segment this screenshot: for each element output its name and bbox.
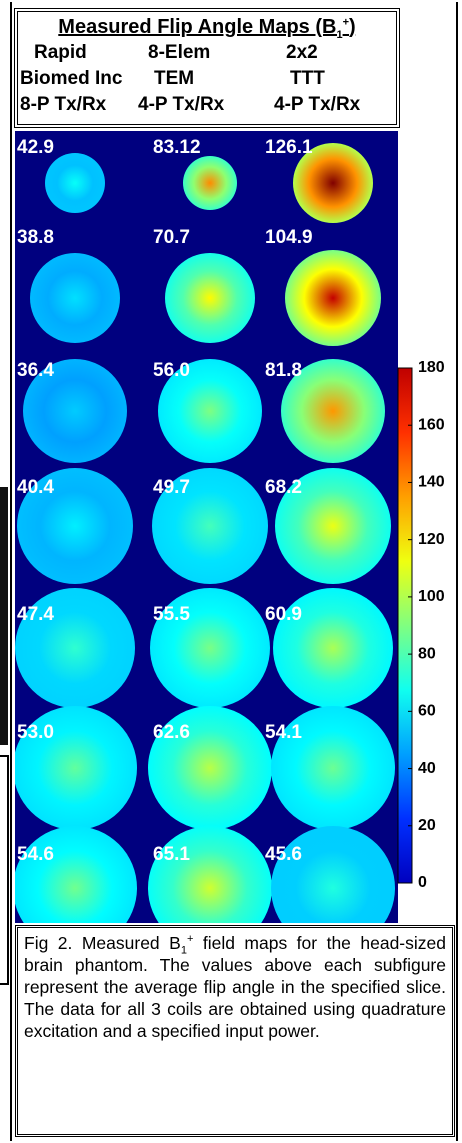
map-value: 65.1 [153, 844, 190, 865]
colorbar-tick-label: 0 [418, 874, 427, 891]
colorbar-tick-label: 140 [418, 474, 445, 491]
colorbar [398, 368, 412, 883]
phantom-map [165, 253, 255, 343]
map-value: 42.9 [17, 137, 54, 158]
caption: Fig 2. Measured B1+ field maps for the h… [15, 925, 455, 1137]
map-value: 54.6 [17, 844, 54, 865]
map-value: 40.4 [17, 477, 54, 498]
header-cell: 4-P Tx/Rx [274, 94, 360, 116]
header-cell: TEM [154, 68, 194, 90]
colorbar-tick-label: 160 [418, 416, 445, 433]
colorbar-tick-label: 60 [418, 703, 436, 720]
header-cell: Biomed Inc [20, 68, 122, 90]
page: {"header": {"title": ["Measured Flip Ang… [0, 0, 462, 1143]
figure: 42.9 83.12 126.1 38.8 70.7 104.9 36.4 56.0 81.8 4… [15, 131, 455, 923]
title-text: Measured Flip Angle Maps (B [58, 16, 336, 38]
map-value: 47.4 [17, 604, 54, 625]
title-text: ) [349, 16, 356, 38]
phantom-map [45, 153, 105, 213]
header-cell: 4-P Tx/Rx [138, 94, 224, 116]
phantom-map [285, 250, 381, 346]
header-row: 8-P Tx/Rx 4-P Tx/Rx 4-P Tx/Rx [18, 94, 396, 118]
header-cell: 8-Elem [148, 42, 210, 64]
header-row: Rapid 8-Elem 2x2 [18, 42, 396, 66]
header-box: Measured Flip Angle Maps (B1+) Rapid 8-El… [14, 8, 400, 128]
map-value: 38.8 [17, 227, 54, 248]
map-value: 55.5 [153, 604, 190, 625]
left-fragment [0, 487, 8, 745]
map-value: 53.0 [17, 722, 54, 743]
colorbar-tick-label: 120 [418, 531, 445, 548]
map-value: 126.1 [265, 137, 313, 158]
colorbar-tick-label: 100 [418, 588, 445, 605]
map-value: 81.8 [265, 360, 302, 381]
colorbar-tick-label: 80 [418, 645, 436, 662]
header-row: Biomed Inc TEM TTT [18, 68, 396, 92]
phantom-map [30, 253, 120, 343]
map-value: 60.9 [265, 604, 302, 625]
header-cell: 2x2 [286, 42, 318, 64]
header-cell: 8-P Tx/Rx [20, 94, 106, 116]
header-title: Measured Flip Angle Maps (B1+) [18, 16, 396, 39]
map-value: 56.0 [153, 360, 190, 381]
title-sub: 1 [336, 29, 342, 41]
colorbar-tick-label: 180 [418, 359, 445, 376]
map-value: 83.12 [153, 137, 201, 158]
map-value: 49.7 [153, 477, 190, 498]
left-fragment-box [0, 755, 9, 985]
phantom-map [183, 156, 237, 210]
header-cell: Rapid [34, 42, 87, 64]
map-value: 54.1 [265, 722, 302, 743]
map-value: 70.7 [153, 227, 190, 248]
colorbar-tick-label: 40 [418, 760, 436, 777]
map-value: 104.9 [265, 227, 313, 248]
header-cell: TTT [290, 68, 325, 90]
map-value: 62.6 [153, 722, 190, 743]
map-value: 45.6 [265, 844, 302, 865]
map-value: 36.4 [17, 360, 54, 381]
caption-text: Fig 2. Measured B [24, 933, 181, 953]
map-value: 68.2 [265, 477, 302, 498]
colorbar-tick-label: 20 [418, 817, 436, 834]
